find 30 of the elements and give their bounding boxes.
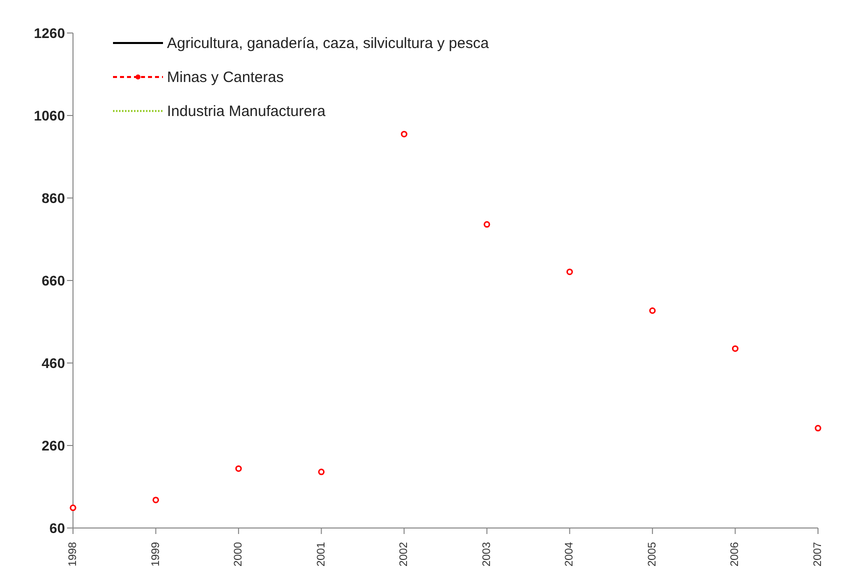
x-tick-label: 1999 [150,542,162,566]
x-tick-label: 2003 [480,542,493,566]
y-tick-label: 460 [42,354,66,371]
point [70,504,76,512]
x-tick-label: 2006 [729,542,742,566]
legend-label: Minas y Canteras [167,68,284,86]
point [318,468,325,476]
point [732,345,738,352]
y-tick-label: 660 [42,272,66,288]
y-tick-label: 260 [42,437,66,454]
x-tick-label: 2007 [812,542,824,566]
point [152,496,160,504]
x-tick-label: 2005 [646,542,658,566]
point [814,424,822,432]
point [235,465,242,472]
x-tick-label: 1998 [67,542,79,566]
point [566,268,573,276]
y-tick-label: 1260 [34,24,66,41]
x-tick-label: 2004 [564,542,576,566]
y-tick-label: 860 [42,190,66,206]
point [649,307,656,314]
point [484,221,490,228]
legend-label: Agricultura, ganadería, caza, silvicultura y pesca [167,34,489,52]
y-tick-label: 60 [49,520,66,536]
legend-label: Industria Manufacturera [167,102,326,120]
point [400,130,408,138]
y-tick-label: 1060 [34,107,66,124]
x-tick-label: 2002 [398,542,410,566]
x-tick-label: 2001 [315,542,328,566]
x-tick-label: 2000 [232,542,245,566]
